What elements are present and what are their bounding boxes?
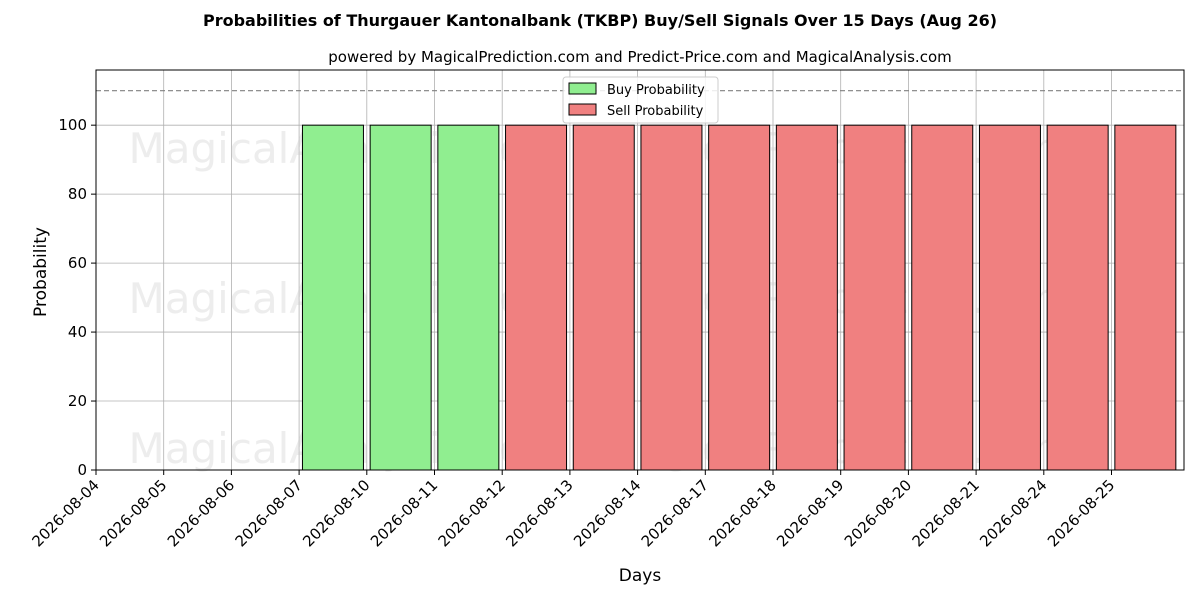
x-tick-label: 2026-08-18 <box>705 476 779 550</box>
y-tick-label: 20 <box>68 392 87 410</box>
legend-swatch-sell <box>568 103 597 116</box>
sell-bar <box>505 124 568 471</box>
buy-bar <box>301 124 364 471</box>
sell-bar <box>843 124 906 471</box>
sell-bar <box>572 124 635 471</box>
y-tick-label: 0 <box>77 461 87 479</box>
x-tick-label: 2026-08-13 <box>502 476 576 550</box>
x-axis-label: Days <box>619 566 662 586</box>
y-tick-label: 80 <box>68 185 87 203</box>
y-axis-label: Probability <box>31 227 51 317</box>
sell-bar <box>911 124 974 471</box>
legend-label-buy: Buy Probability <box>607 83 705 98</box>
legend-swatch-buy <box>568 82 597 95</box>
x-tick-label: 2026-08-04 <box>28 476 102 550</box>
x-tick-label: 2026-08-05 <box>96 476 170 550</box>
x-tick-label: 2026-08-21 <box>909 476 983 550</box>
x-tick-label: 2026-08-20 <box>841 476 915 550</box>
sell-bar <box>640 124 703 471</box>
plot-frame <box>95 69 1185 471</box>
bars-layer <box>301 124 1177 471</box>
y-tick-label: 60 <box>68 254 87 272</box>
x-tick-label: 2026-08-07 <box>232 476 306 550</box>
sell-bar <box>775 124 838 471</box>
sell-bar <box>708 124 771 471</box>
buy-bar <box>369 124 432 471</box>
x-tick-label: 2026-08-14 <box>570 476 644 550</box>
x-tick-label: 2026-08-11 <box>367 476 441 550</box>
grid-layer <box>95 70 1184 471</box>
x-tick-label: 2026-08-06 <box>164 476 238 550</box>
sell-bar <box>1046 124 1109 471</box>
x-tick-label: 2026-08-17 <box>638 476 712 550</box>
buy-bar <box>437 124 500 471</box>
x-tick-label: 2026-08-10 <box>299 476 373 550</box>
sell-bar <box>1114 124 1177 471</box>
sell-bar <box>978 124 1041 471</box>
x-tick-label: 2026-08-12 <box>435 476 509 550</box>
legend: Buy Probability Sell Probability <box>562 76 719 124</box>
x-tick-label: 2026-08-25 <box>1044 476 1118 550</box>
y-tick-label: 100 <box>58 116 87 134</box>
x-tick-label: 2026-08-24 <box>976 476 1050 550</box>
chart-title: Probabilities of Thurgauer Kantonalbank … <box>203 11 997 30</box>
y-tick-label: 40 <box>68 323 87 341</box>
chart-subtitle: powered by MagicalPrediction.com and Pre… <box>328 48 952 66</box>
legend-label-sell: Sell Probability <box>607 104 704 119</box>
x-tick-label: 2026-08-19 <box>773 476 847 550</box>
legend-box <box>562 76 719 124</box>
